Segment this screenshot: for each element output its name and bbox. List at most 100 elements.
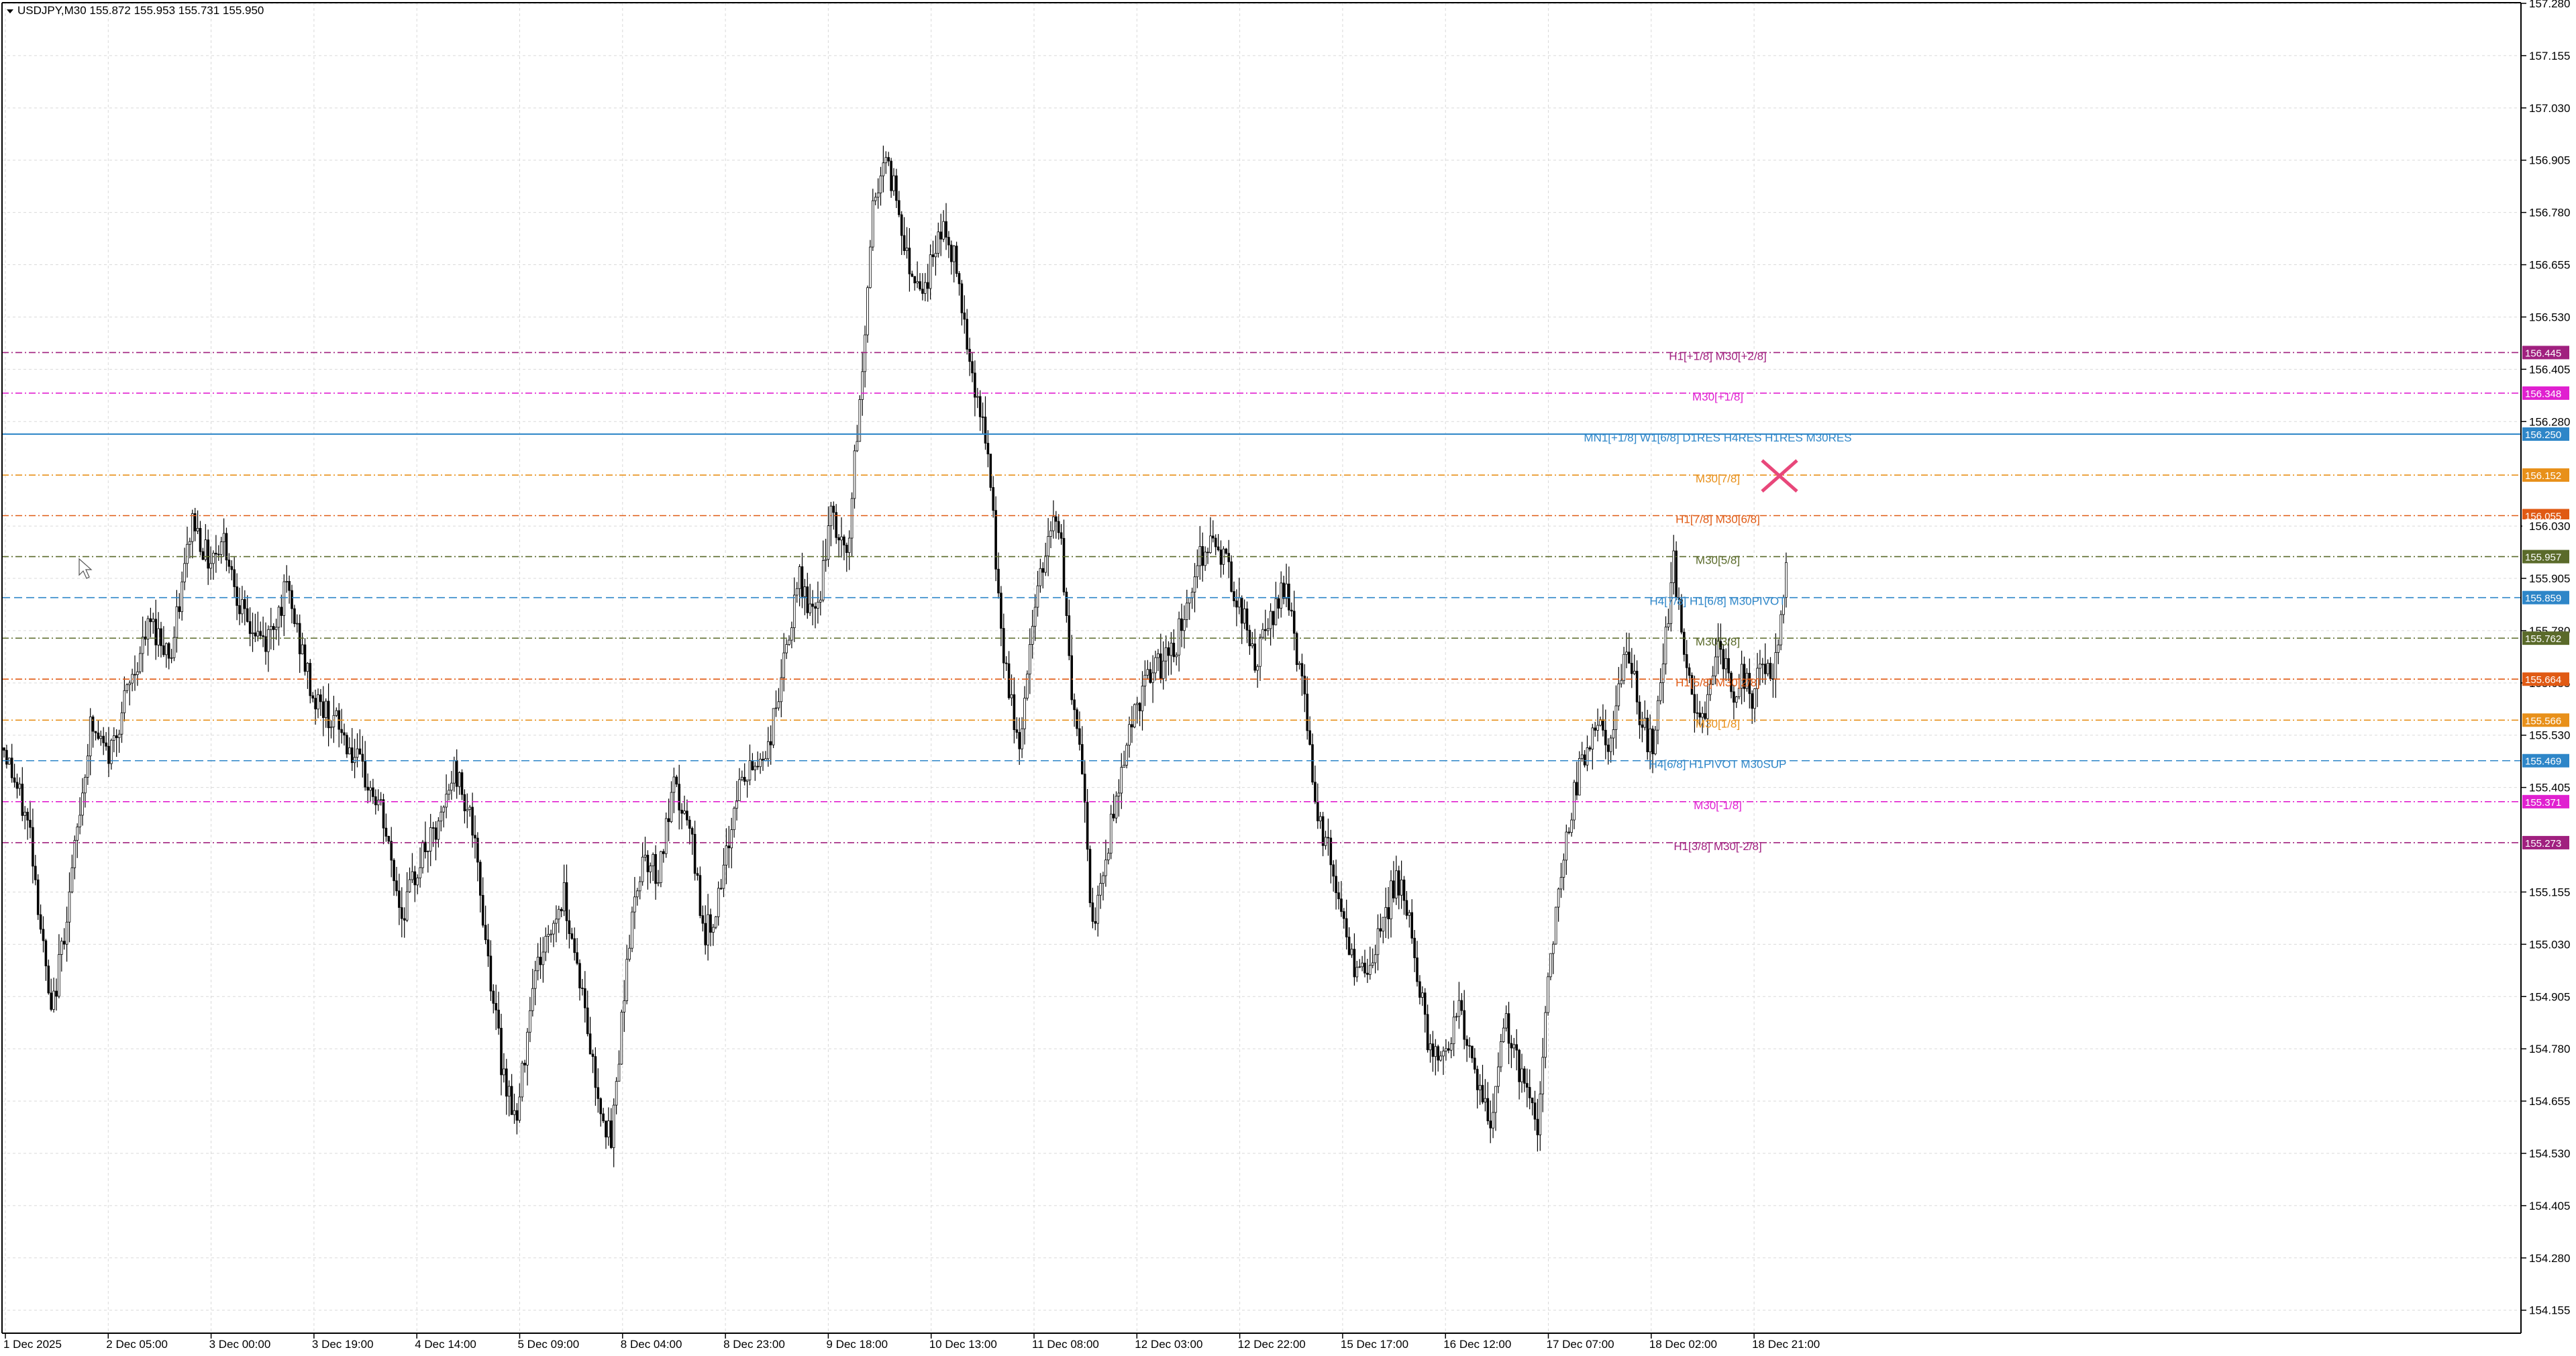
x-tick-label: 3 Dec 00:00 (209, 1338, 271, 1351)
candle-body (1102, 875, 1104, 884)
candle-body (934, 253, 937, 258)
candle-body (892, 175, 895, 191)
candle-body (1512, 1044, 1516, 1049)
candle-body (479, 862, 482, 896)
candle-body (141, 636, 144, 654)
candle-body (1573, 782, 1576, 821)
candle-body (89, 716, 92, 757)
candle-body (1531, 1097, 1534, 1104)
candle-body (79, 815, 81, 827)
candle-body (625, 959, 628, 1001)
candle-body (675, 776, 678, 785)
level-price-tag (2522, 672, 2569, 686)
candle-body (437, 821, 440, 840)
candle-body (408, 879, 411, 892)
candle-body (680, 809, 683, 814)
candle-body (134, 674, 136, 676)
candle-body (241, 598, 244, 615)
candle-body (628, 947, 631, 960)
candle-body (117, 733, 121, 738)
candle-body (1225, 548, 1228, 554)
level-price-tag (2522, 468, 2569, 482)
candle-body (612, 1104, 615, 1148)
candle-body (272, 626, 275, 630)
candle-body (1390, 880, 1392, 919)
candle-body (1321, 816, 1325, 846)
candle-body (58, 954, 60, 997)
candle-body (474, 835, 476, 839)
candle-body (793, 594, 796, 629)
candle-body (5, 749, 8, 765)
candle-body (212, 552, 215, 564)
candle-body (1544, 1012, 1547, 1058)
candle-body (1314, 782, 1317, 802)
candle-body (1672, 550, 1676, 583)
candle-body (468, 806, 471, 810)
candle-body (521, 1063, 523, 1098)
candle-body (950, 244, 953, 262)
candle-body (1612, 729, 1615, 739)
y-tick-label: 154.280 (2529, 1252, 2570, 1265)
candle-body (424, 841, 427, 852)
candle-body (814, 606, 817, 609)
candle-body (696, 873, 699, 876)
candle-body (924, 282, 927, 294)
candle-body (175, 606, 178, 638)
candle-body (1733, 691, 1735, 703)
candle-body (835, 512, 838, 538)
candle-body (486, 939, 490, 957)
candle-body (1685, 654, 1688, 668)
candle-body (1735, 696, 1738, 703)
candle-body (1708, 684, 1712, 695)
candle-body (670, 792, 673, 823)
candle-body (1154, 657, 1157, 674)
candle-body (398, 890, 401, 908)
candle-body (568, 920, 571, 935)
candle-body (1060, 532, 1063, 539)
candle-body (921, 289, 924, 294)
candle-body (1290, 609, 1293, 612)
price-axis[interactable]: 157.280 157.155 157.030 156.905 156.780 156.6… (2521, 0, 2570, 1317)
candle-body (523, 1063, 526, 1065)
candle-body (743, 776, 746, 782)
candle-body (1324, 837, 1327, 846)
triangle-down-icon[interactable] (7, 9, 13, 13)
candle-body (1614, 705, 1618, 730)
candle-body (1633, 670, 1636, 674)
y-tick-label: 155.905 (2529, 572, 2570, 585)
candle-body (1240, 597, 1243, 624)
candle-body (1251, 643, 1254, 647)
candle-body (591, 1053, 595, 1057)
candle-body (795, 588, 798, 596)
candle-body (709, 914, 712, 933)
candle-body (1730, 672, 1733, 692)
candle-body (821, 560, 825, 601)
candle-body (856, 441, 859, 452)
time-axis[interactable]: 1 Dec 2025 2 Dec 05:00 3 Dec 00:00 3 Dec 19… (3, 1333, 1820, 1351)
candle-body (1018, 732, 1021, 749)
candle-body (419, 867, 421, 878)
x-tick-label: 1 Dec 2025 (3, 1338, 62, 1351)
candle-body (492, 990, 495, 1004)
candle-body (285, 581, 288, 582)
candle-body (222, 533, 225, 542)
candle-body (401, 907, 403, 919)
candle-body (1502, 1027, 1505, 1042)
candle-body (172, 637, 176, 658)
candle-body (1319, 816, 1322, 821)
candle-body (1371, 962, 1374, 966)
level-price-tag (2522, 386, 2569, 400)
candle-body (393, 859, 395, 882)
candle-body (314, 698, 317, 710)
candle-body (1515, 1044, 1518, 1051)
candle-body (1151, 672, 1154, 683)
x-tick-label: 3 Dec 19:00 (312, 1338, 374, 1351)
candle-body (1486, 1098, 1490, 1122)
candle-body (1086, 802, 1089, 850)
candle-body (225, 533, 228, 561)
candle-body (662, 851, 665, 854)
candle-body (1583, 754, 1586, 766)
candle-body (1125, 745, 1128, 766)
